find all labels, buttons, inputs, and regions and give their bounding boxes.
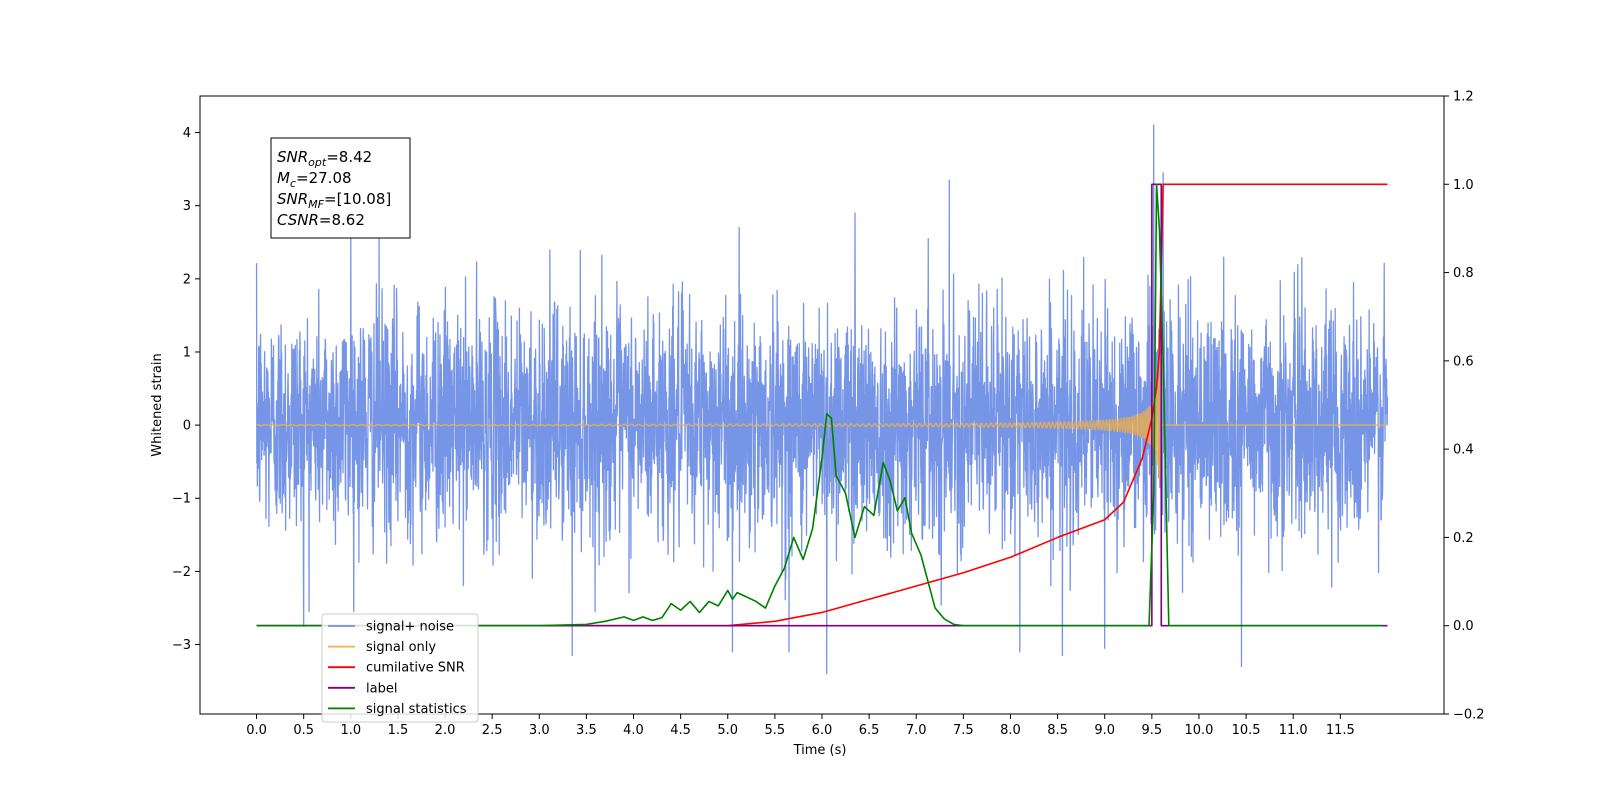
series-line-signal-statistics [256, 183, 1383, 627]
x-tick-label: 3.5 [576, 723, 597, 738]
stat-symbol: SNR [277, 148, 308, 166]
y-tick-label: −2 [172, 565, 191, 580]
x-tick-label: 7.0 [906, 723, 927, 738]
series-layer [255, 124, 1389, 675]
x-tick-label: 1.5 [388, 723, 409, 738]
y-right-tick-label: 1.2 [1453, 90, 1474, 105]
x-tick-label: 6.5 [859, 723, 880, 738]
x-axis: 0.0 0.5 1.0 1.5 2.0 2.5 3.0 3.5 4.0 4.5 5.0 5.5 6.0 6… [246, 714, 1355, 738]
y-right-tick-label: 0.8 [1453, 266, 1474, 281]
stat-subscript: opt [308, 156, 327, 169]
y-tick-label: −1 [172, 492, 191, 507]
x-tick-label: 8.0 [1000, 723, 1021, 738]
legend-label-signal-statistics: signal statistics [366, 702, 467, 717]
y-axis-right: −0.2 0.0 0.2 0.4 0.6 0.8 1.0 1.2 [1444, 90, 1485, 723]
stat-value: =27.08 [296, 169, 352, 187]
x-tick-label: 9.5 [1142, 723, 1163, 738]
y-axis-left: −3 −2 −1 0 1 2 3 4 [172, 126, 200, 653]
x-tick-label: 10.0 [1184, 723, 1213, 738]
stat-line-1: SNRopt=8.42 [277, 148, 372, 169]
series-line-signal-noise [255, 124, 1389, 675]
stat-line-2: Mc=27.08 [277, 169, 352, 190]
y-right-tick-label: 0.0 [1453, 619, 1474, 634]
x-tick-label: 7.5 [953, 723, 974, 738]
stat-value: =8.62 [319, 211, 365, 229]
stats-annotation-box: SNRopt=8.42Mc=27.08SNRMF=[10.08]CSNR=8.6… [270, 137, 411, 239]
y-tick-label: 1 [183, 345, 191, 360]
y-tick-label: 3 [183, 199, 191, 214]
x-tick-label: 10.5 [1232, 723, 1261, 738]
legend-frame [321, 613, 479, 723]
stat-line-4: CSNR=8.62 [277, 211, 365, 229]
stats-box-frame [270, 137, 411, 239]
stat-subscript: c [290, 177, 296, 190]
y-tick-label: 0 [183, 419, 191, 434]
x-tick-label: 5.0 [717, 723, 738, 738]
y-tick-label: −3 [172, 638, 191, 653]
stat-symbol: CSNR [277, 211, 319, 229]
stat-value: =[10.08] [324, 190, 391, 208]
legend-label-signal-noise: signal+ noise [366, 620, 454, 635]
stat-symbol: SNR [277, 190, 308, 208]
series-line-signal-only [256, 345, 1388, 500]
x-tick-label: 6.0 [812, 723, 833, 738]
y-right-tick-label: 0.6 [1453, 354, 1474, 369]
x-tick-label: 11.0 [1279, 723, 1308, 738]
stat-value: =8.42 [326, 148, 372, 166]
x-tick-label: 0.5 [293, 723, 314, 738]
x-tick-label: 4.0 [623, 723, 644, 738]
y-tick-label: 2 [183, 272, 191, 287]
x-tick-label: 1.0 [340, 723, 361, 738]
x-tick-label: 2.0 [435, 723, 456, 738]
legend-label-signal-only: signal only [366, 640, 436, 655]
x-tick-label: 11.5 [1326, 723, 1355, 738]
x-tick-label: 4.5 [670, 723, 691, 738]
y-right-tick-label: −0.2 [1453, 708, 1485, 723]
legend-label-label: label [366, 681, 397, 696]
x-tick-label: 8.5 [1047, 723, 1068, 738]
legend-label-cumilative-snr: cumilative SNR [366, 661, 465, 676]
y-right-tick-label: 0.4 [1453, 443, 1474, 458]
y-axis-label: Whitened strain [150, 353, 165, 456]
x-tick-label: 9.0 [1094, 723, 1115, 738]
stat-subscript: MF [308, 198, 324, 211]
series-line-cumilative-snr [256, 183, 1388, 627]
x-tick-label: 2.5 [482, 723, 503, 738]
y-right-tick-label: 1.0 [1453, 178, 1474, 193]
stat-symbol: M [277, 169, 290, 187]
legend: signal+ noise signal only cumilative SNR la… [321, 613, 479, 723]
x-tick-label: 0.0 [246, 723, 267, 738]
stat-line-3: SNRMF=[10.08] [277, 190, 391, 211]
y-right-tick-label: 0.2 [1453, 531, 1474, 546]
x-axis-label: Time (s) [793, 743, 847, 758]
x-tick-label: 3.0 [529, 723, 550, 738]
y-tick-label: 4 [183, 126, 191, 141]
x-tick-label: 5.5 [765, 723, 786, 738]
